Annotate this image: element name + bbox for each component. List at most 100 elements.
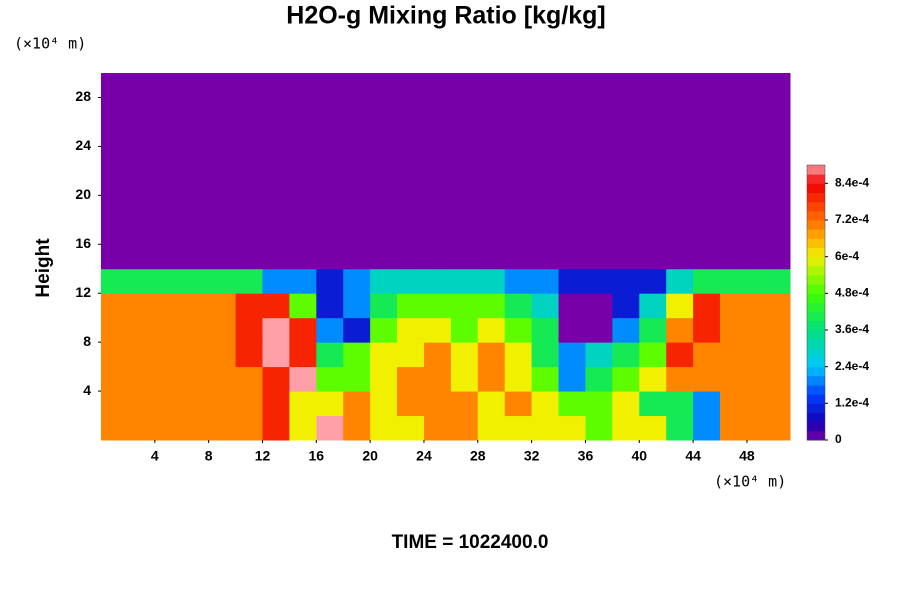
heatmap-cell [558,366,586,392]
heatmap-cell [235,293,263,319]
heatmap-cell [235,97,263,123]
heatmap-cell [423,366,452,392]
heatmap-cell [127,97,156,123]
heatmap-cell [235,170,263,196]
heatmap-cell [262,317,290,343]
heatmap-cell [558,170,586,196]
heatmap-cell [666,97,694,123]
heatmap-cell [720,244,748,270]
heatmap-cell [370,293,398,319]
heatmap-cell [773,391,791,417]
heatmap-cell [477,195,506,221]
heatmap-cell [343,268,371,294]
heatmap-cell [504,97,533,123]
heatmap-cell [343,342,371,368]
heatmap-cell [666,268,694,294]
heatmap-cell [262,121,290,147]
heatmap-cell [773,219,791,245]
heatmap-cell [262,219,290,245]
heatmap-cell [316,146,344,172]
heatmap-cell [154,244,183,270]
colorbar-band [807,430,825,441]
colorbar-band [807,403,825,413]
heatmap-cell [208,170,237,196]
heatmap-cell [531,366,560,392]
colorbar-band [807,293,825,303]
colorbar-tick-label: 6e-4 [835,249,859,263]
y-tick-label: 24 [75,137,91,153]
heatmap-cell [746,244,775,270]
heatmap-cell [531,244,560,270]
heatmap-cell [262,146,290,172]
heatmap-cell [693,244,721,270]
heatmap-cell [262,170,290,196]
heatmap-cell [397,244,425,270]
heatmap-cell [262,293,290,319]
y-tick-label: 20 [75,186,91,202]
heatmap-cell [666,170,694,196]
heatmap-cell [397,317,425,343]
x-tick-label: 48 [739,448,755,464]
heatmap-cell [450,170,479,196]
heatmap-cell [235,146,263,172]
colorbar-tick-label: 1.2e-4 [835,396,869,410]
heatmap-cell [720,317,748,343]
heatmap-cell [316,97,344,123]
heatmap-cell [181,73,210,98]
heatmap-cell [612,195,640,221]
heatmap-cell [289,342,317,368]
heatmap-cell [666,121,694,147]
heatmap-cell [585,342,613,368]
heatmap-cell [289,317,317,343]
heatmap-cell [101,366,129,392]
heatmap-cell [262,244,290,270]
heatmap-cell [235,342,263,368]
heatmap-cell [773,244,791,270]
heatmap-cell [558,293,586,319]
heatmap-cell [504,73,533,98]
heatmap-cell [397,366,425,392]
colorbar-band [807,220,825,230]
heatmap-cell [504,391,533,417]
heatmap-cell [154,415,183,441]
colorbar-tick-label: 4.8e-4 [835,286,869,300]
heatmap-cell [531,342,560,368]
heatmap-cell [504,121,533,147]
heatmap-cell [504,415,533,441]
heatmap-cell [504,342,533,368]
heatmap-cell [101,219,129,245]
x-tick-label: 36 [578,448,594,464]
heatmap-cell [154,146,183,172]
heatmap-cell [720,293,748,319]
heatmap-cell [423,170,452,196]
x-tick-label: 8 [205,448,213,464]
heatmap-cell [746,219,775,245]
heatmap-cell [477,170,506,196]
heatmap-cell [343,195,371,221]
heatmap-cell [370,121,398,147]
heatmap-cell [370,366,398,392]
heatmap-cell [639,146,667,172]
heatmap-cell [639,219,667,245]
heatmap-cell [450,73,479,98]
heatmap-cell [612,268,640,294]
colorbar-band [807,229,825,239]
heatmap-cell [773,415,791,441]
heatmap-cell [370,415,398,441]
heatmap-cell [397,219,425,245]
heatmap-cell [208,268,237,294]
heatmap-cell [531,219,560,245]
heatmap-cell [773,121,791,147]
heatmap-cell [370,97,398,123]
heatmap-cell [693,366,721,392]
heatmap-cell [423,391,452,417]
heatmap-cell [154,391,183,417]
x-tick-label: 44 [685,448,701,464]
heatmap-cell [746,415,775,441]
heatmap-cell [666,415,694,441]
y-tick-label: 28 [75,88,91,104]
heatmap-cell [316,219,344,245]
heatmap-cell [477,244,506,270]
heatmap-cell [450,97,479,123]
heatmap-cell [397,195,425,221]
